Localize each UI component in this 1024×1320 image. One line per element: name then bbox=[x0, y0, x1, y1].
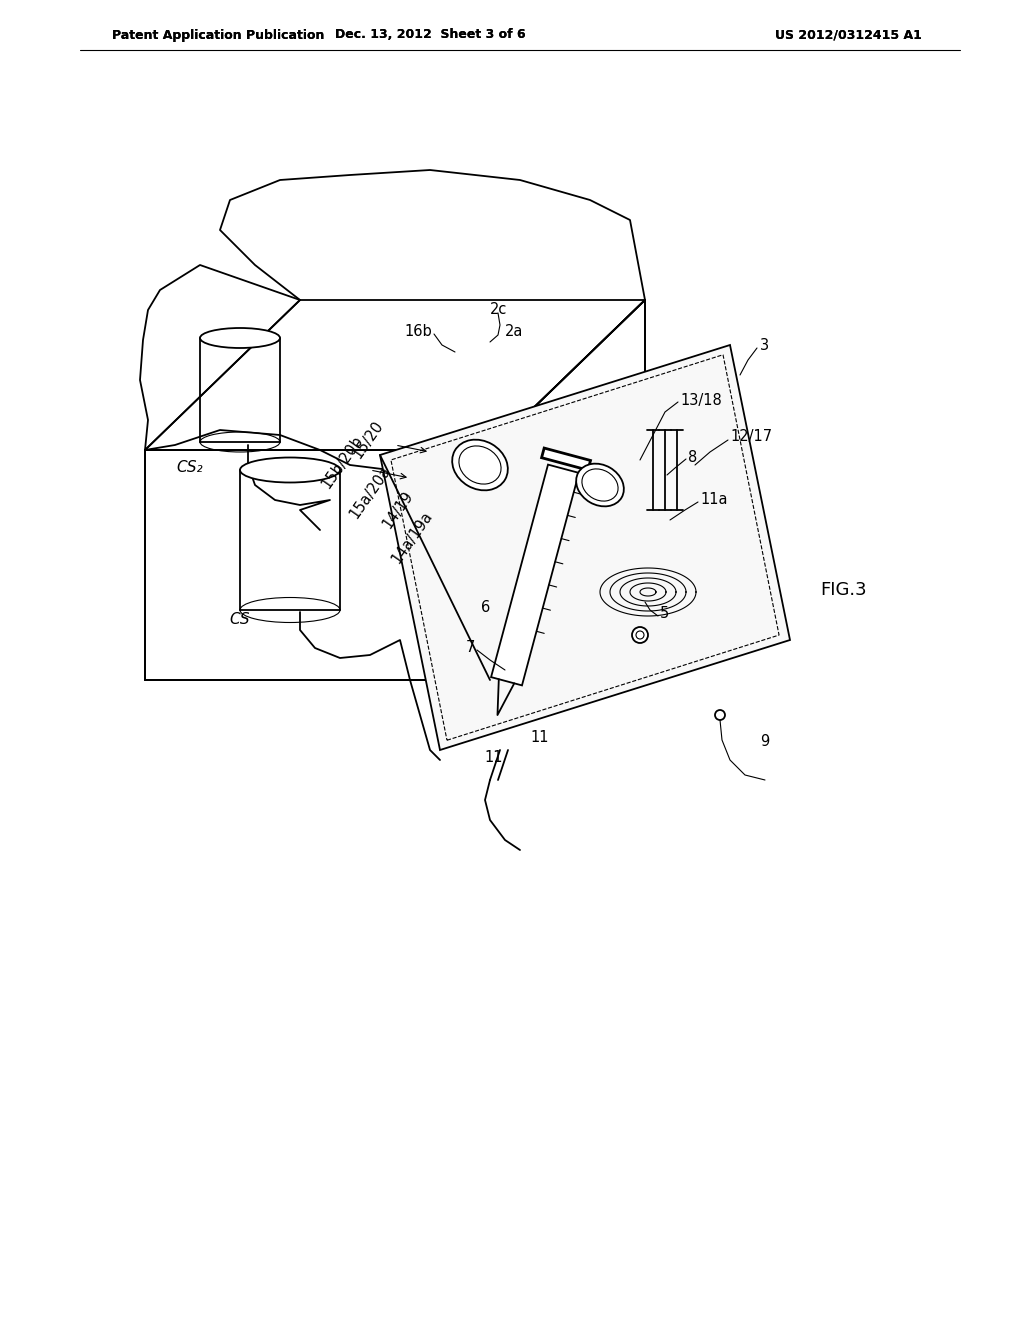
Text: 15a/20a: 15a/20a bbox=[346, 463, 393, 521]
Text: Dec. 13, 2012  Sheet 3 of 6: Dec. 13, 2012 Sheet 3 of 6 bbox=[335, 29, 525, 41]
Text: 15/20: 15/20 bbox=[350, 418, 386, 462]
Text: 14a/19a: 14a/19a bbox=[389, 508, 435, 566]
Text: Dec. 13, 2012  Sheet 3 of 6: Dec. 13, 2012 Sheet 3 of 6 bbox=[335, 29, 525, 41]
Text: 12/17: 12/17 bbox=[730, 429, 772, 445]
Text: 11: 11 bbox=[484, 751, 503, 766]
Text: 2a: 2a bbox=[505, 325, 523, 339]
Polygon shape bbox=[145, 450, 490, 680]
Polygon shape bbox=[145, 300, 645, 450]
Text: 11: 11 bbox=[530, 730, 549, 746]
Text: 5: 5 bbox=[660, 606, 670, 622]
Polygon shape bbox=[380, 345, 790, 750]
Ellipse shape bbox=[459, 446, 501, 484]
Text: CS₂: CS₂ bbox=[177, 461, 204, 475]
Ellipse shape bbox=[453, 440, 508, 490]
Text: 9: 9 bbox=[760, 734, 769, 750]
Ellipse shape bbox=[240, 458, 340, 483]
Ellipse shape bbox=[582, 469, 618, 502]
Polygon shape bbox=[542, 447, 591, 470]
Circle shape bbox=[632, 627, 648, 643]
Text: 15b/20b: 15b/20b bbox=[318, 433, 366, 491]
Text: CS: CS bbox=[229, 612, 250, 627]
Ellipse shape bbox=[577, 463, 624, 507]
Text: 2c: 2c bbox=[490, 302, 507, 318]
Text: Patent Application Publication: Patent Application Publication bbox=[112, 29, 325, 41]
Text: 6: 6 bbox=[480, 601, 490, 615]
Text: 8: 8 bbox=[688, 450, 697, 465]
Ellipse shape bbox=[200, 327, 280, 348]
Circle shape bbox=[636, 631, 644, 639]
Text: US 2012/0312415 A1: US 2012/0312415 A1 bbox=[774, 29, 922, 41]
Text: 11a: 11a bbox=[700, 492, 727, 507]
Text: US 2012/0312415 A1: US 2012/0312415 A1 bbox=[774, 29, 922, 41]
Polygon shape bbox=[492, 465, 579, 685]
Polygon shape bbox=[490, 300, 645, 680]
Text: Patent Application Publication: Patent Application Publication bbox=[112, 29, 325, 41]
Text: FIG.3: FIG.3 bbox=[820, 581, 866, 599]
Text: 16b: 16b bbox=[404, 325, 432, 339]
Text: 7: 7 bbox=[466, 640, 475, 656]
Text: 13/18: 13/18 bbox=[680, 392, 722, 408]
Text: 14/19: 14/19 bbox=[380, 488, 416, 532]
Text: 3: 3 bbox=[760, 338, 769, 352]
